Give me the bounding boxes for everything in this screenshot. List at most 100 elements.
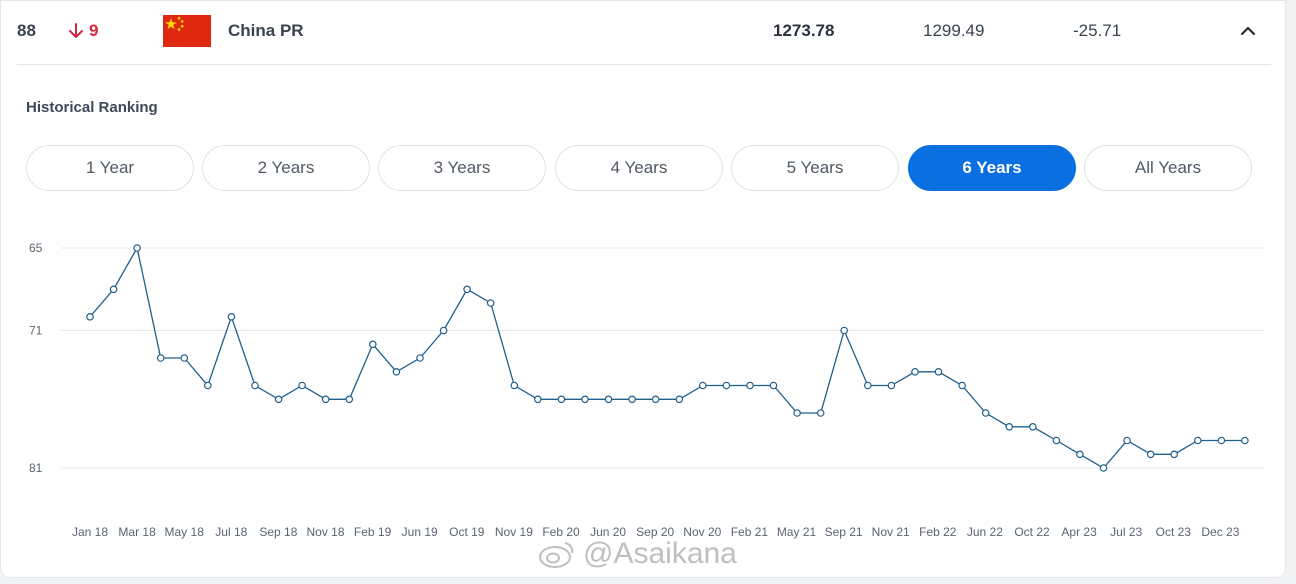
data-point[interactable] [368, 340, 377, 349]
data-point[interactable] [863, 381, 872, 390]
data-point[interactable] [392, 368, 401, 376]
data-point[interactable] [345, 395, 354, 404]
data-point[interactable] [486, 299, 495, 307]
data-point[interactable] [557, 395, 566, 404]
tab-5-years[interactable]: 5 Years [731, 145, 899, 191]
data-point[interactable] [463, 285, 471, 294]
data-point[interactable] [793, 409, 801, 417]
data-point[interactable] [251, 381, 259, 390]
watermark-text: @Asaikana [583, 537, 737, 570]
data-point[interactable] [911, 368, 919, 376]
y-tick-label: 71 [29, 324, 43, 338]
data-point[interactable] [1099, 464, 1108, 472]
watermark: @Asaikana [537, 537, 737, 571]
points-change: -25.71 [1073, 21, 1122, 40]
x-tick-label: Jan 18 [72, 525, 108, 539]
data-point[interactable] [180, 354, 189, 362]
data-point[interactable] [628, 395, 636, 404]
data-point[interactable] [675, 395, 684, 404]
data-point[interactable] [1076, 450, 1084, 459]
chevron-up-icon[interactable] [1237, 21, 1259, 41]
data-point[interactable] [1005, 423, 1014, 431]
data-point[interactable] [1217, 436, 1226, 445]
x-tick-label: Feb 20 [542, 525, 580, 539]
tab-6-years[interactable]: 6 Years [908, 145, 1076, 191]
data-point[interactable] [533, 395, 542, 404]
data-point[interactable] [698, 381, 707, 390]
tab-label: 1 Year [85, 158, 135, 177]
y-tick-label: 81 [29, 461, 43, 475]
data-point[interactable] [439, 326, 448, 335]
data-point[interactable] [1052, 436, 1061, 445]
data-point[interactable] [1194, 436, 1202, 445]
series-line [89, 246, 1245, 469]
y-tick-label: 65 [29, 241, 43, 255]
rank-change-value: 9 [89, 21, 99, 40]
tab-label: 3 Years [433, 158, 491, 177]
data-point[interactable] [321, 395, 330, 404]
ranking-row[interactable]: 88 9 China PR 1273.78 1299.49 -25.71 [1, 1, 1287, 63]
data-point[interactable] [133, 244, 141, 252]
weibo-logo-icon [539, 542, 574, 568]
data-point[interactable] [934, 368, 943, 376]
x-tick-label: Feb 21 [731, 525, 769, 539]
tab-label: 6 Years [962, 158, 1022, 177]
data-point[interactable] [1123, 436, 1131, 445]
x-tick-label: Oct 22 [1014, 525, 1050, 539]
data-point[interactable] [746, 381, 754, 390]
data-point[interactable] [769, 381, 778, 390]
data-point[interactable] [298, 381, 306, 390]
x-tick-label: Oct 23 [1156, 525, 1192, 539]
x-tick-label: Nov 21 [872, 525, 910, 539]
section-title: Historical Ranking [26, 99, 158, 116]
x-tick-label: Feb 19 [354, 525, 392, 539]
tab-3-years[interactable]: 3 Years [378, 145, 546, 191]
tab-4-years[interactable]: 4 Years [555, 145, 723, 191]
data-point[interactable] [1170, 450, 1179, 459]
data-point[interactable] [651, 395, 660, 404]
data-point[interactable] [1146, 450, 1155, 459]
data-point[interactable] [981, 409, 990, 417]
data-point[interactable] [604, 395, 613, 404]
tab-all-years[interactable]: All Years [1084, 145, 1252, 191]
divider [17, 64, 1271, 65]
tab-label: 4 Years [610, 158, 668, 177]
data-point[interactable] [840, 326, 849, 335]
x-tick-label: Sep 18 [259, 525, 297, 539]
data-point[interactable] [416, 354, 424, 362]
ranking-chart: 65 71 81 Jan 18 Mar 18 May 18 Jul 18 Sep 18 Nov … [29, 241, 1264, 539]
data-point[interactable] [1241, 436, 1249, 445]
data-point[interactable] [1029, 423, 1037, 431]
arrow-down-icon [69, 23, 83, 38]
data-point[interactable] [887, 381, 896, 390]
data-point[interactable] [722, 381, 731, 390]
x-tick-label: Jun 22 [967, 525, 1003, 539]
previous-points: 1299.49 [923, 21, 985, 40]
x-tick-label: Sep 20 [636, 525, 674, 539]
data-point[interactable] [510, 381, 519, 390]
data-point[interactable] [227, 313, 236, 321]
x-tick-label: Apr 23 [1061, 525, 1097, 539]
x-tick-label: Nov 18 [306, 525, 344, 539]
x-tick-label: Jul 23 [1110, 525, 1142, 539]
china-flag-icon [163, 15, 211, 47]
data-point[interactable] [581, 395, 589, 404]
data-point[interactable] [156, 354, 165, 362]
current-points: 1273.78 [773, 21, 835, 40]
x-tick-label: Dec 23 [1201, 525, 1239, 539]
tab-label: 5 Years [786, 158, 844, 177]
data-point[interactable] [86, 313, 94, 321]
data-point[interactable] [204, 381, 212, 390]
tab-2-years[interactable]: 2 Years [202, 145, 370, 191]
data-point[interactable] [958, 381, 966, 390]
tab-1-year[interactable]: 1 Year [26, 145, 194, 191]
x-tick-label: May 21 [777, 525, 817, 539]
country-name[interactable]: China PR [228, 21, 304, 40]
x-tick-label: Sep 21 [825, 525, 863, 539]
data-point[interactable] [816, 409, 825, 417]
data-point[interactable] [109, 285, 118, 294]
rank-value: 88 [17, 21, 36, 40]
data-point[interactable] [274, 395, 283, 404]
x-tick-label: Nov 19 [495, 525, 533, 539]
tab-label: All Years [1134, 158, 1202, 177]
